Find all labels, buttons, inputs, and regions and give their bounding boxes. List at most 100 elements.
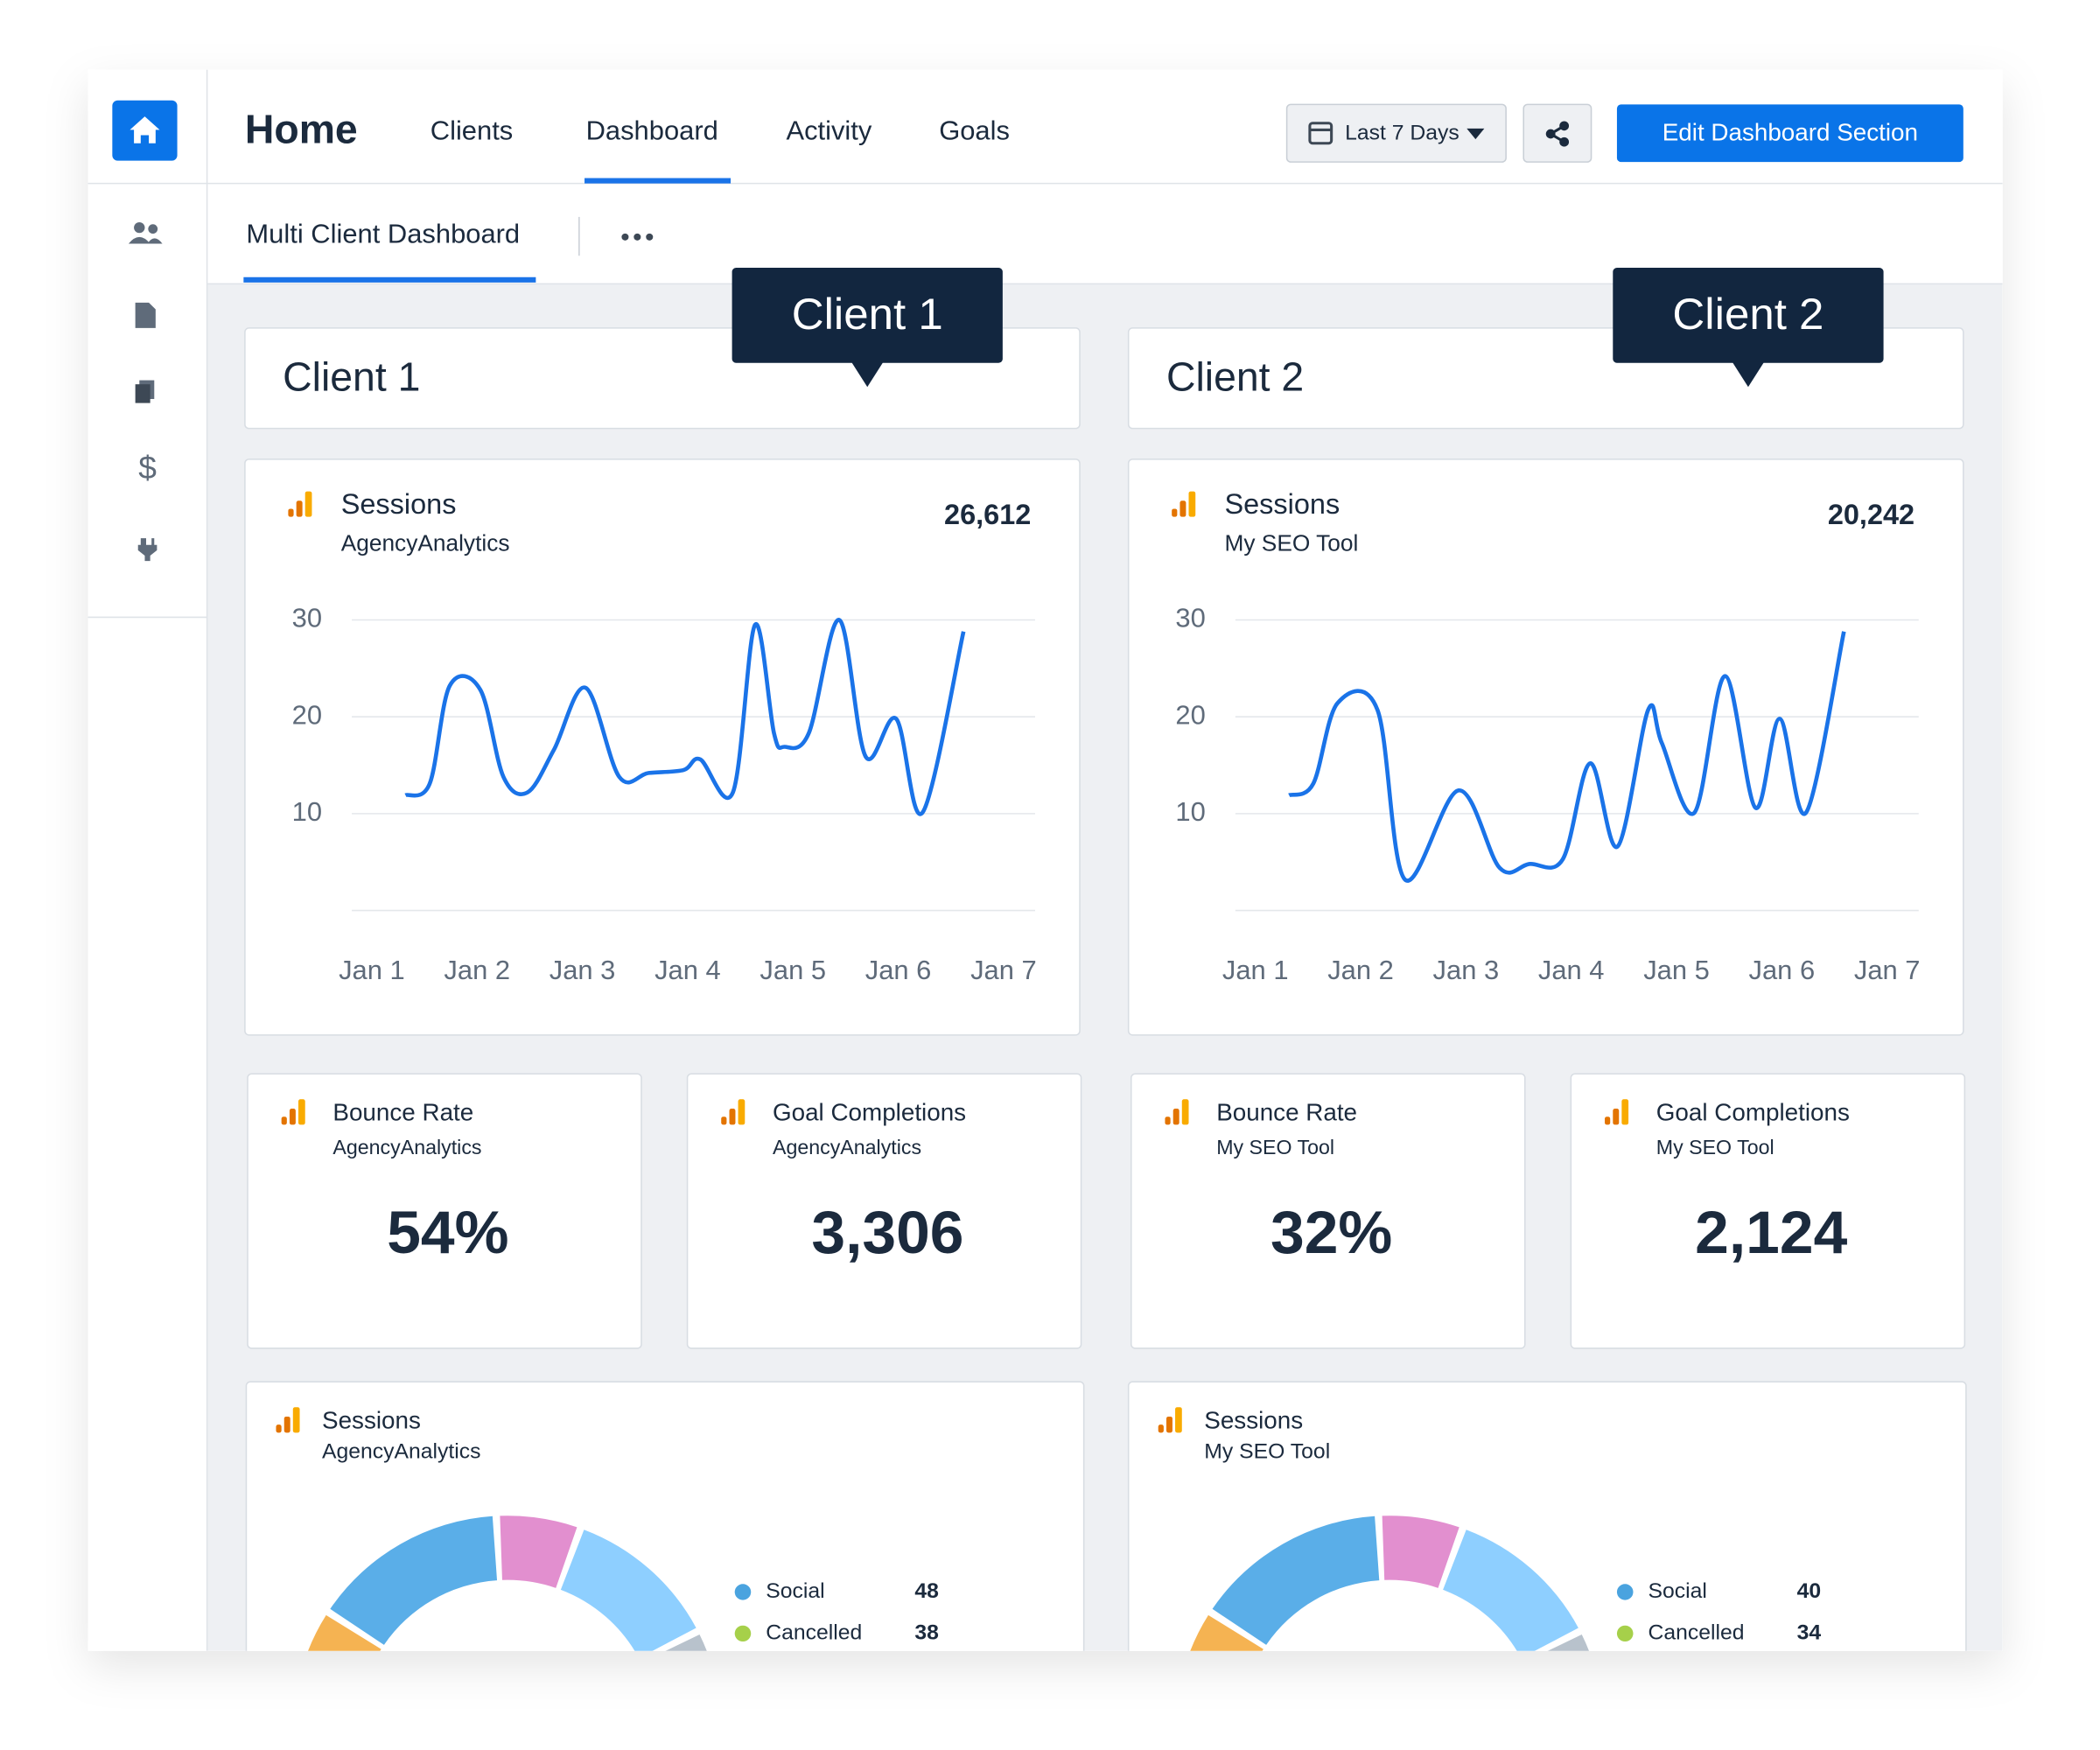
client-name: Client 2 — [1166, 354, 1304, 400]
x-tick-label: Jan 6 — [1749, 955, 1816, 985]
x-tick-label: Jan 2 — [1327, 955, 1394, 985]
card — [245, 1381, 1085, 1651]
active-tab-underline — [584, 178, 732, 184]
app: $ Home Clients Dashboard Activity Goals … — [88, 69, 2003, 1651]
source-icon — [738, 1099, 746, 1125]
tooltip-label: Client 1 — [792, 289, 943, 339]
source-icon — [288, 508, 294, 517]
source-icon — [284, 1416, 290, 1433]
legend-dot — [1616, 1584, 1634, 1600]
legend-value: 40 — [1797, 1579, 1822, 1603]
client-columns: Client 1 Client 1 Sessions AgencyAnalytics 2… — [244, 268, 1967, 1651]
more-menu[interactable] — [621, 233, 654, 241]
donut-segment — [1212, 1516, 1380, 1645]
y-tick-label: 30 — [292, 603, 322, 634]
legend-label: Social — [766, 1579, 824, 1603]
donut-title: Sessions — [322, 1407, 421, 1434]
x-tick-label: Jan 5 — [1643, 955, 1710, 985]
y-tick-label: 20 — [292, 699, 322, 730]
line — [404, 618, 966, 816]
kpi-value: 2,124 — [1695, 1198, 1848, 1266]
legend-value: 48 — [914, 1579, 939, 1603]
subnav-tab[interactable]: Multi Client Dashboard — [246, 219, 520, 249]
card — [247, 1073, 642, 1349]
source-icon — [1166, 1416, 1172, 1433]
source-icon — [289, 1109, 296, 1125]
client-name: Client 1 — [283, 354, 420, 400]
source-icon — [296, 500, 303, 517]
tooltip-arrow — [1732, 361, 1765, 388]
tooltip — [732, 268, 1003, 363]
tooltip-label: Client 2 — [1672, 289, 1824, 339]
donut-segment — [1382, 1516, 1460, 1588]
nav-tab[interactable]: Activity — [786, 116, 872, 146]
kpi-source: My SEO Tool — [1216, 1136, 1334, 1158]
source-icon — [1172, 1109, 1180, 1125]
donut-segment — [1547, 1634, 1589, 1651]
x-tick-label: Jan 5 — [760, 955, 826, 985]
sidebar-icons[interactable]: $ — [128, 222, 163, 562]
x-tick-label: Jan 7 — [1854, 955, 1921, 985]
y-tick-label: 20 — [1175, 699, 1205, 730]
chart-subtitle: My SEO Tool — [1224, 530, 1358, 556]
donut-segment — [1190, 1614, 1264, 1651]
x-tick-label: Jan 2 — [444, 955, 510, 985]
chart-subtitle: AgencyAnalytics — [341, 530, 510, 556]
chart-total: 26,612 — [944, 499, 1031, 530]
source-icon — [721, 1116, 727, 1125]
card — [1127, 1381, 1967, 1651]
donut-segment — [560, 1530, 696, 1651]
edit-button-label: Edit Dashboard Section — [1662, 118, 1918, 145]
source-icon — [1181, 1099, 1189, 1125]
legend-value: 34 — [1797, 1620, 1822, 1644]
source-icon — [1188, 491, 1196, 517]
y-tick-label: 10 — [292, 796, 322, 827]
card — [244, 458, 1081, 1036]
source-icon — [1605, 1116, 1611, 1125]
card — [1127, 458, 1964, 1036]
donut-segment — [665, 1634, 707, 1651]
kpi-source: AgencyAnalytics — [332, 1136, 481, 1158]
x-tick-label: Jan 4 — [654, 955, 721, 985]
nav-tab[interactable]: Clients — [430, 116, 513, 146]
kpi-title: Goal Completions — [1656, 1099, 1850, 1126]
share-button[interactable] — [1522, 103, 1592, 163]
source-icon — [1613, 1109, 1620, 1125]
donut-segment — [500, 1516, 578, 1588]
nav-title: Home — [245, 107, 358, 152]
home-logo[interactable] — [112, 100, 178, 161]
kpi-value: 32% — [1270, 1198, 1392, 1266]
y-tick-label: 30 — [1175, 603, 1205, 634]
legend-dot — [734, 1625, 752, 1642]
nav-tab[interactable]: Dashboard — [586, 116, 718, 146]
card — [1130, 1073, 1526, 1349]
date-range-button[interactable]: Last 7 Days — [1285, 103, 1507, 163]
donut-source: My SEO Tool — [1204, 1440, 1330, 1464]
kpi-source: AgencyAnalytics — [773, 1136, 921, 1158]
chart-title: Sessions — [341, 488, 457, 520]
x-tick-label: Jan 4 — [1538, 955, 1605, 985]
donut-segment — [308, 1614, 382, 1651]
legend-label: Cancelled — [1648, 1620, 1745, 1644]
source-icon — [1165, 1116, 1171, 1125]
donut-segment — [330, 1516, 498, 1645]
x-tick-label: Jan 1 — [1222, 955, 1289, 985]
edit-button[interactable]: Edit Dashboard Section — [1616, 104, 1964, 163]
donut-source: AgencyAnalytics — [322, 1440, 481, 1464]
nav-tab[interactable]: Goals — [939, 116, 1010, 146]
active-subtab-underline — [243, 276, 536, 283]
kpi-value: 54% — [387, 1198, 508, 1266]
x-tick-label: Jan 1 — [339, 955, 405, 985]
source-icon — [292, 1407, 300, 1433]
x-tick-label: Jan 6 — [865, 955, 932, 985]
svg-text:$: $ — [138, 450, 157, 486]
kpi-title: Bounce Rate — [1216, 1099, 1357, 1126]
source-icon — [1158, 1424, 1164, 1433]
legend-dot — [734, 1584, 752, 1600]
tooltip — [1613, 268, 1884, 363]
y-tick-label: 10 — [1175, 796, 1205, 827]
legend-label: Cancelled — [766, 1620, 862, 1644]
chart-title: Sessions — [1224, 488, 1340, 520]
